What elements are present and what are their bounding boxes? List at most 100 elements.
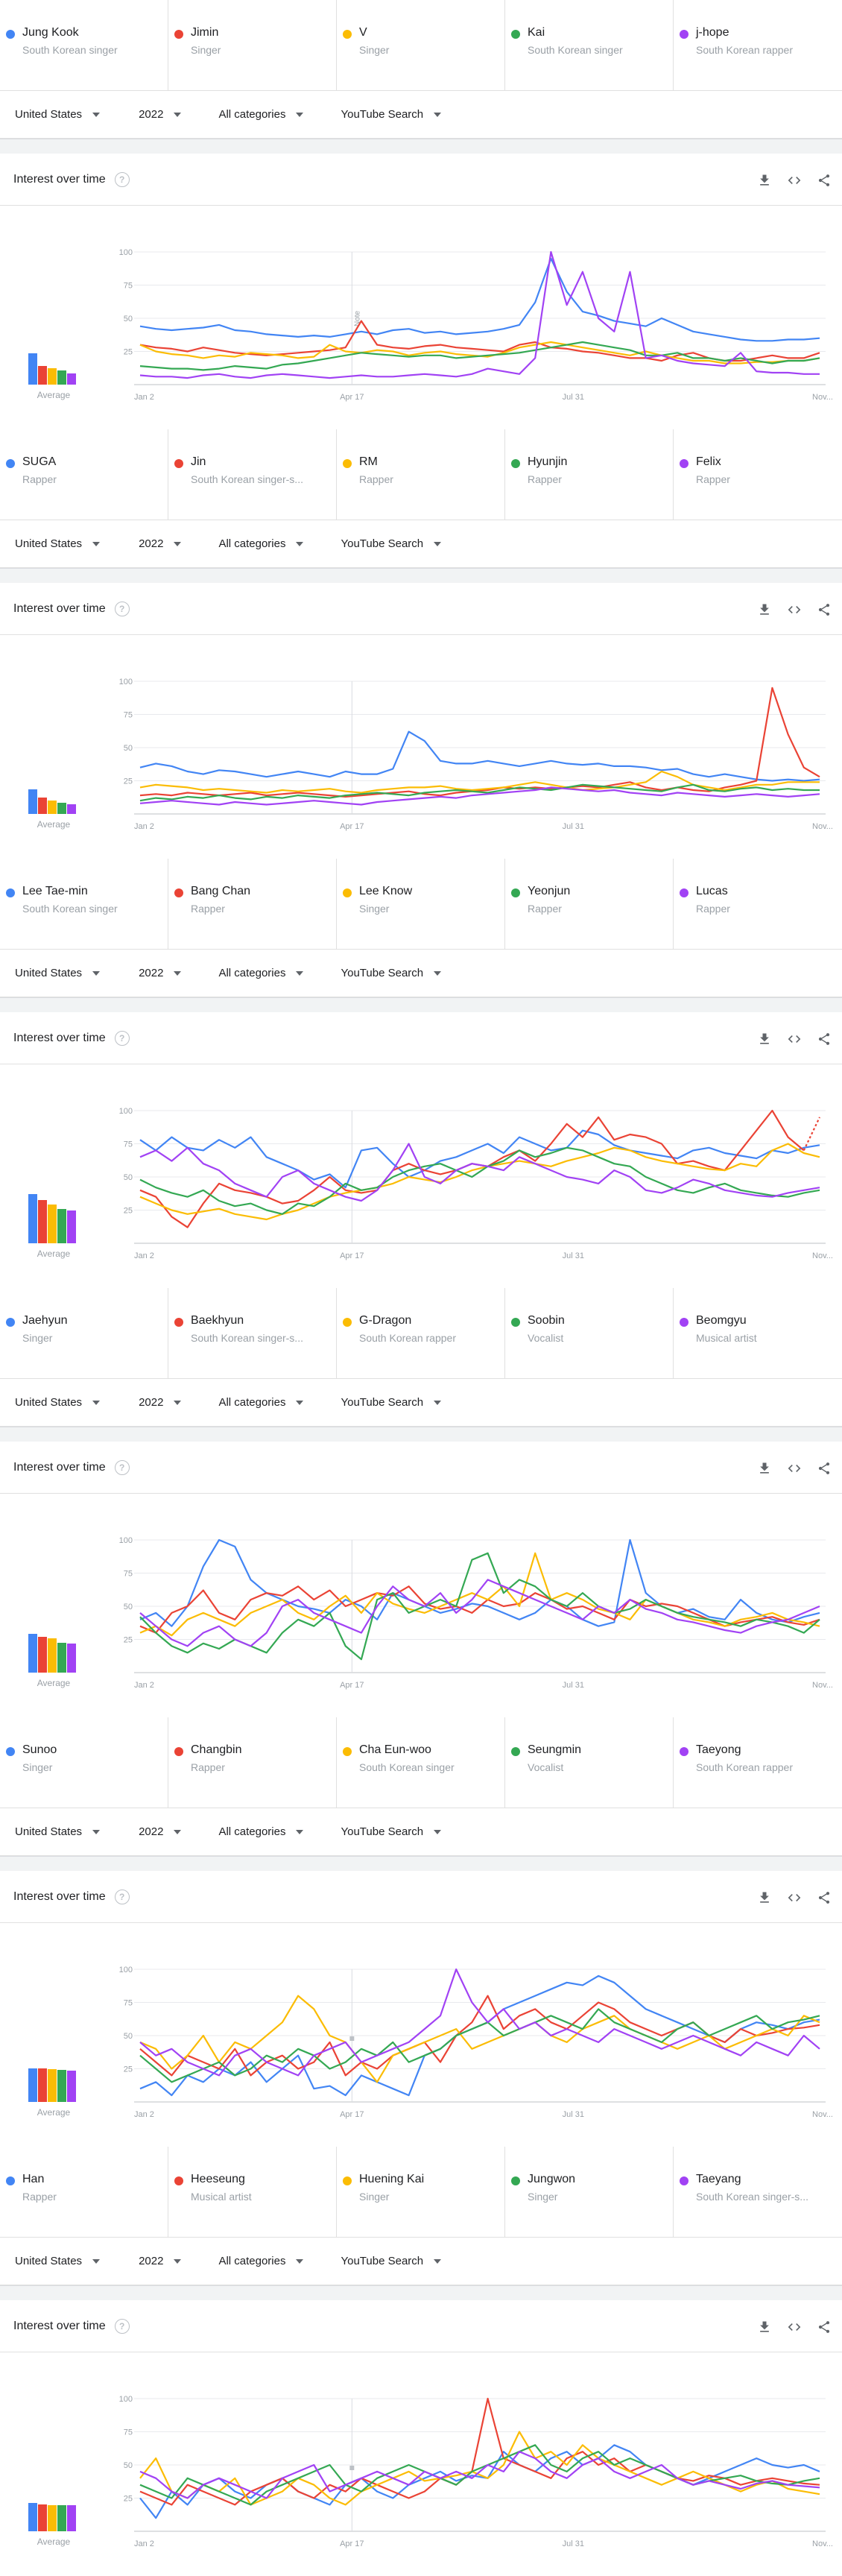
embed-code-icon[interactable]: [785, 2318, 803, 2336]
time-range-select[interactable]: 2022: [139, 1825, 182, 1838]
compare-term[interactable]: SUGA Rapper: [0, 429, 168, 520]
series-line[interactable]: [139, 320, 820, 362]
category-select[interactable]: All categories: [218, 537, 304, 550]
series-line[interactable]: [139, 783, 820, 802]
series-line[interactable]: [139, 1143, 820, 1202]
region-select[interactable]: United States: [15, 1825, 101, 1838]
series-line[interactable]: [139, 257, 820, 342]
category-select[interactable]: All categories: [218, 108, 304, 121]
search-type-select[interactable]: YouTube Search: [341, 537, 442, 550]
compare-term[interactable]: Jimin Singer: [168, 0, 337, 90]
search-type-select[interactable]: YouTube Search: [341, 108, 442, 121]
series-line[interactable]: [139, 1995, 820, 2083]
compare-term[interactable]: Han Rapper: [0, 2147, 168, 2237]
series-line[interactable]: [139, 1968, 820, 2077]
series-line[interactable]: [139, 1552, 820, 1661]
search-type-select[interactable]: YouTube Search: [341, 1396, 442, 1409]
compare-term[interactable]: Taeyong South Korean rapper: [674, 1717, 842, 1808]
series-line[interactable]: [139, 341, 820, 371]
compare-term[interactable]: Jung Kook South Korean singer: [0, 0, 168, 90]
compare-term[interactable]: Huening Kai Singer: [337, 2147, 505, 2237]
time-range-select[interactable]: 2022: [139, 967, 182, 979]
series-line-partial[interactable]: [803, 1117, 820, 1151]
average-bar[interactable]: [48, 1638, 57, 1673]
compare-term[interactable]: Hyunjin Rapper: [505, 429, 674, 520]
compare-term[interactable]: Sunoo Singer: [0, 1717, 168, 1808]
average-bar[interactable]: [38, 1200, 47, 1243]
region-select[interactable]: United States: [15, 1396, 101, 1409]
compare-term[interactable]: V Singer: [337, 0, 505, 90]
average-bar[interactable]: [38, 2504, 47, 2531]
embed-code-icon[interactable]: [785, 1889, 803, 1907]
compare-term[interactable]: Jin South Korean singer-s...: [168, 429, 337, 520]
download-icon[interactable]: [756, 171, 773, 189]
series-line[interactable]: [139, 786, 820, 806]
share-icon[interactable]: [815, 171, 833, 189]
time-range-select[interactable]: 2022: [139, 2255, 182, 2267]
average-bar[interactable]: [57, 2505, 66, 2531]
average-bar[interactable]: [28, 2503, 37, 2531]
time-range-select[interactable]: 2022: [139, 108, 182, 121]
average-bar[interactable]: [67, 804, 76, 814]
compare-term[interactable]: Lee Know Singer: [337, 859, 505, 949]
help-icon[interactable]: ?: [114, 2318, 130, 2334]
compare-term[interactable]: RM Rapper: [337, 429, 505, 520]
compare-term[interactable]: Taeyang South Korean singer-s...: [674, 2147, 842, 2237]
download-icon[interactable]: [756, 1459, 773, 1477]
series-line[interactable]: [139, 730, 820, 782]
share-icon[interactable]: [815, 1459, 833, 1477]
average-bar[interactable]: [67, 2071, 76, 2102]
category-select[interactable]: All categories: [218, 1825, 304, 1838]
average-bar[interactable]: [57, 1643, 66, 1673]
compare-term[interactable]: Lee Tae-min South Korean singer: [0, 859, 168, 949]
average-bar[interactable]: [28, 353, 37, 385]
download-icon[interactable]: [756, 601, 773, 619]
series-line[interactable]: [139, 686, 820, 798]
compare-term[interactable]: Yeonjun Rapper: [505, 859, 674, 949]
download-icon[interactable]: [756, 1030, 773, 1048]
series-line[interactable]: [139, 1143, 820, 1221]
time-range-select[interactable]: 2022: [139, 537, 182, 550]
average-bar[interactable]: [48, 2069, 57, 2102]
share-icon[interactable]: [815, 2318, 833, 2336]
region-select[interactable]: United States: [15, 967, 101, 979]
compare-term[interactable]: Beomgyu Musical artist: [674, 1288, 842, 1378]
compare-term[interactable]: Kai South Korean singer: [505, 0, 674, 90]
compare-term[interactable]: G-Dragon South Korean rapper: [337, 1288, 505, 1378]
average-bar[interactable]: [38, 798, 47, 814]
compare-term[interactable]: Seungmin Vocalist: [505, 1717, 674, 1808]
compare-term[interactable]: Bang Chan Rapper: [168, 859, 337, 949]
series-line[interactable]: [139, 1579, 820, 1647]
category-select[interactable]: All categories: [218, 1396, 304, 1409]
time-range-select[interactable]: 2022: [139, 1396, 182, 1409]
download-icon[interactable]: [756, 1889, 773, 1907]
help-icon[interactable]: ?: [114, 601, 130, 616]
compare-term[interactable]: Soobin Vocalist: [505, 1288, 674, 1378]
compare-term[interactable]: j-hope South Korean rapper: [674, 0, 842, 90]
compare-term[interactable]: Changbin Rapper: [168, 1717, 337, 1808]
compare-term[interactable]: Felix Rapper: [674, 429, 842, 520]
series-line[interactable]: [139, 1552, 820, 1637]
share-icon[interactable]: [815, 601, 833, 619]
average-bar[interactable]: [38, 2068, 47, 2102]
search-type-select[interactable]: YouTube Search: [341, 1825, 442, 1838]
compare-term[interactable]: Lucas Rapper: [674, 859, 842, 949]
compare-term[interactable]: Jungwon Singer: [505, 2147, 674, 2237]
average-bar[interactable]: [57, 803, 66, 814]
average-bar[interactable]: [48, 2505, 57, 2531]
help-icon[interactable]: ?: [114, 1030, 130, 1046]
average-bar[interactable]: [38, 366, 47, 385]
category-select[interactable]: All categories: [218, 967, 304, 979]
download-icon[interactable]: [756, 2318, 773, 2336]
average-bar[interactable]: [67, 373, 76, 385]
average-bar[interactable]: [67, 2505, 76, 2531]
compare-term[interactable]: Jaehyun Singer: [0, 1288, 168, 1378]
series-line[interactable]: [139, 2008, 820, 2083]
embed-code-icon[interactable]: [785, 1459, 803, 1477]
series-line[interactable]: [139, 770, 820, 794]
average-bar[interactable]: [28, 1634, 37, 1673]
series-line[interactable]: [139, 1129, 820, 1189]
average-bar[interactable]: [67, 1210, 76, 1243]
series-line[interactable]: [139, 250, 820, 379]
average-bar[interactable]: [67, 1644, 76, 1673]
